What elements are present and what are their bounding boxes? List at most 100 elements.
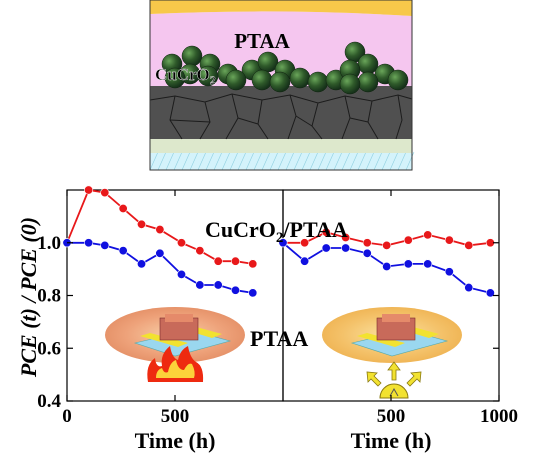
data-point <box>213 280 223 290</box>
data-point <box>485 288 495 298</box>
glass-hatch-line <box>333 151 343 171</box>
data-point <box>341 243 351 253</box>
glass-hatch-line <box>173 151 183 171</box>
x-axis-title-right: Time (h) <box>351 428 432 453</box>
cucro2-label-base: CuCrO <box>155 65 210 84</box>
ptaa-layer-label: PTAA <box>234 29 290 53</box>
tick-layer: 0 500 0.4 0.6 0.8 1.0 500 1000 <box>37 190 518 427</box>
glass-hatch-line <box>269 151 279 171</box>
cucro2-particle <box>289 67 311 89</box>
data-point <box>195 280 205 290</box>
glass-hatch-line <box>285 151 295 171</box>
data-point <box>321 227 331 237</box>
data-point <box>321 243 331 253</box>
glass-hatch-line <box>157 151 167 171</box>
etl-layer <box>150 138 412 153</box>
glass-hatch-line <box>325 151 335 171</box>
data-point <box>403 259 413 269</box>
x-tick-label: 1000 <box>480 406 518 427</box>
flame-icon <box>147 346 204 382</box>
glass-hatch-line <box>165 151 175 171</box>
data-point <box>464 240 474 250</box>
lamp-icon <box>366 361 422 399</box>
schematic-frame <box>149 0 413 171</box>
x-axis-title-left: Time (h) <box>135 428 216 453</box>
cucro2-particle <box>387 69 409 91</box>
glass-hatch-line <box>149 151 159 171</box>
glass-hatch-line <box>189 151 199 171</box>
inset-cell-top <box>165 314 193 322</box>
light-rays <box>366 361 422 387</box>
glass-hatch-line <box>253 151 263 171</box>
glass-hatch-line <box>309 151 319 171</box>
glass-hatch-line <box>357 151 367 171</box>
glass-hatch-line <box>317 151 327 171</box>
glass-hatch-line <box>389 151 399 171</box>
y-tick-label: 1.0 <box>37 233 61 254</box>
inset-cell-top <box>382 314 410 322</box>
data-point <box>382 240 392 250</box>
glass-hatch-line <box>221 151 231 171</box>
light-soaking-device-inset <box>322 307 462 363</box>
data-point <box>176 269 186 279</box>
data-point <box>423 259 433 269</box>
series-label-rest: /PTAA <box>282 217 347 242</box>
cucro2-particles <box>161 41 409 95</box>
data-point <box>230 285 240 295</box>
chart-area: 0 500 0.4 0.6 0.8 1.0 500 1000 CuCrO2/PTAA PTAA… <box>16 185 518 453</box>
data-point <box>362 248 372 258</box>
glass-hatch-line <box>293 151 303 171</box>
data-point <box>137 259 147 269</box>
glass-hatch-line <box>349 151 359 171</box>
lamp-bulb <box>379 383 409 399</box>
data-point <box>248 259 258 269</box>
data-point <box>444 235 454 245</box>
data-point <box>155 225 165 235</box>
cucro2-label-sub: 2 <box>210 73 216 87</box>
cucro2-particle <box>269 71 291 93</box>
data-point <box>248 288 258 298</box>
top-electrode <box>150 0 412 16</box>
glass-hatch-line <box>181 151 191 171</box>
y-axis-title-prefix: PCE ( <box>16 320 41 378</box>
thermal-device-inset <box>105 307 245 363</box>
grain-boundaries <box>149 93 413 140</box>
data-point <box>341 232 351 242</box>
cucro2-particle <box>357 53 379 75</box>
data-point <box>403 235 413 245</box>
glass-hatch-line <box>245 151 255 171</box>
data-point <box>195 246 205 256</box>
data-point <box>118 203 128 213</box>
x-tick-label: 500 <box>377 406 406 427</box>
glass-hatch-line <box>341 151 351 171</box>
glass-hatch-line <box>229 151 239 171</box>
cucro2-particle <box>164 67 186 89</box>
glass-hatch-line <box>277 151 287 171</box>
glass-hatch-line <box>261 151 271 171</box>
data-point <box>100 240 110 250</box>
device-schematic: PTAA CuCrO2 <box>149 0 415 171</box>
device-insets <box>105 307 462 399</box>
data-point <box>100 188 110 198</box>
glass-hatch-line <box>205 151 215 171</box>
data-point <box>137 219 147 229</box>
glass-hatch <box>149 151 415 171</box>
cucro2-particle <box>225 69 247 91</box>
flame-inner <box>156 360 195 378</box>
glass-hatch-line <box>365 151 375 171</box>
glass-hatch-line <box>397 151 407 171</box>
y-axis-title-mid: t <box>16 314 41 321</box>
data-point <box>300 256 310 266</box>
data-point <box>230 256 240 266</box>
x-tick-label: 500 <box>161 406 190 427</box>
glass-hatch-line <box>301 151 311 171</box>
y-tick-label: 0.4 <box>37 391 61 412</box>
data-point <box>118 246 128 256</box>
cucro2-particle <box>357 71 379 93</box>
glass-hatch-line <box>373 151 383 171</box>
cucro2-particle <box>251 69 273 91</box>
data-point <box>300 238 310 248</box>
x-tick-label: 0 <box>62 406 72 427</box>
data-point <box>213 256 223 266</box>
